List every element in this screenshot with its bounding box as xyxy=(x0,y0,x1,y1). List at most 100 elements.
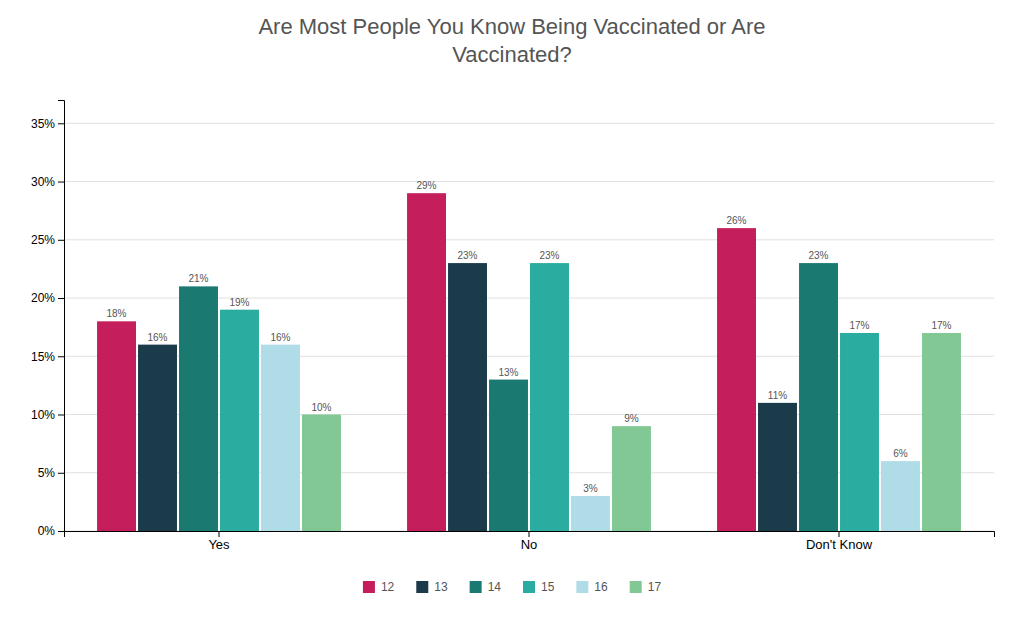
y-tick-mark xyxy=(58,531,64,532)
bar xyxy=(302,415,341,531)
data-label: 3% xyxy=(583,483,598,494)
x-tick-mark xyxy=(839,531,840,537)
bar xyxy=(138,345,177,531)
data-label: 19% xyxy=(229,297,249,308)
legend-item: 16 xyxy=(576,580,608,594)
x-tick: Yes xyxy=(208,531,230,552)
y-tick-label: 5% xyxy=(38,466,56,480)
y-tick: 25% xyxy=(31,233,64,247)
bar xyxy=(261,345,300,531)
data-label: 26% xyxy=(727,215,747,226)
y-tick-mark xyxy=(58,182,64,183)
x-tick-label: No xyxy=(521,537,538,552)
data-label: 16% xyxy=(148,332,168,343)
bar-series xyxy=(179,263,838,531)
title-line: Are Most People You Know Being Vaccinate… xyxy=(258,14,765,39)
y-tick-mark xyxy=(58,356,64,357)
title: Are Most People You Know Being Vaccinate… xyxy=(258,14,765,67)
data-label: 17% xyxy=(931,320,951,331)
y-tick: 20% xyxy=(31,291,64,305)
bar xyxy=(922,333,961,531)
y-tick-mark xyxy=(58,415,64,416)
legend-swatch xyxy=(470,581,482,593)
y-tick: 0% xyxy=(38,524,64,538)
legend-label: 14 xyxy=(488,580,502,594)
data-label: 18% xyxy=(107,308,127,319)
legend-swatch xyxy=(630,581,642,593)
y-tick: 35% xyxy=(31,117,64,131)
bars xyxy=(97,193,961,531)
legend-label: 12 xyxy=(381,580,395,594)
bar xyxy=(530,263,569,531)
bar-series xyxy=(138,263,797,531)
plot: 0% 5% 10% 15% 20% 25% 30% 35% Yes No Don't Know 18%… xyxy=(31,101,995,553)
legend-item: 17 xyxy=(630,580,662,594)
bar xyxy=(489,380,528,531)
x-axis-line xyxy=(65,532,995,538)
x-tick-mark xyxy=(529,531,530,537)
bar xyxy=(97,321,136,531)
grid xyxy=(64,123,994,531)
x-tick-label: Yes xyxy=(208,537,230,552)
bar xyxy=(717,228,756,531)
legend-item: 14 xyxy=(470,580,502,594)
y-axis: 0% 5% 10% 15% 20% 25% 30% 35% xyxy=(31,101,65,539)
bar xyxy=(179,286,218,531)
legend-swatch xyxy=(576,581,588,593)
grid-line xyxy=(64,181,994,182)
bar xyxy=(799,263,838,531)
y-tick-label: 20% xyxy=(31,291,55,305)
data-label: 21% xyxy=(188,273,208,284)
legend-item: 12 xyxy=(363,580,395,594)
legend-label: 16 xyxy=(594,580,608,594)
x-tick: No xyxy=(521,531,538,552)
data-labels: 18%29%26%16%23%11%21%13%23%19%23%17%16%3… xyxy=(107,180,952,494)
bar-series xyxy=(261,345,920,531)
y-tick-mark xyxy=(58,123,64,124)
bar xyxy=(612,426,651,531)
legend-label: 17 xyxy=(648,580,662,594)
bar xyxy=(407,193,446,531)
bar xyxy=(840,333,879,531)
data-label: 29% xyxy=(417,180,437,191)
y-tick-mark xyxy=(58,473,64,474)
legend-item: 13 xyxy=(416,580,448,594)
x-axis: Yes No Don't Know xyxy=(65,531,995,552)
legend-label: 13 xyxy=(434,580,448,594)
legend-swatch xyxy=(523,581,535,593)
legend-item: 15 xyxy=(523,580,555,594)
y-tick-label: 10% xyxy=(31,408,55,422)
data-label: 13% xyxy=(498,367,518,378)
bar-series xyxy=(302,333,961,531)
title-line: Vaccinated? xyxy=(452,42,571,67)
y-tick: 30% xyxy=(31,175,64,189)
x-tick-label: Don't Know xyxy=(806,537,873,552)
y-tick-mark xyxy=(58,298,64,299)
y-tick: 10% xyxy=(31,408,64,422)
x-tick: Don't Know xyxy=(806,531,873,552)
legend-swatch xyxy=(363,581,375,593)
data-label: 9% xyxy=(624,413,639,424)
y-axis-line xyxy=(58,101,65,532)
data-label: 17% xyxy=(849,320,869,331)
grid-line xyxy=(64,123,994,124)
bar-series xyxy=(97,193,756,531)
data-label: 11% xyxy=(768,390,787,401)
y-tick-label: 35% xyxy=(31,117,55,131)
data-label: 23% xyxy=(458,250,478,261)
y-tick: 5% xyxy=(38,466,64,480)
y-tick-mark xyxy=(58,240,64,241)
x-tick-mark xyxy=(219,531,220,537)
legend: 12 13 14 15 16 17 xyxy=(363,580,661,594)
y-tick: 15% xyxy=(31,350,64,364)
grid-line xyxy=(64,239,994,240)
bar xyxy=(448,263,487,531)
chart: 0% 5% 10% 15% 20% 25% 30% 35% Yes No Don't Know 18%… xyxy=(0,0,1024,621)
bar xyxy=(758,403,797,531)
legend-swatch xyxy=(416,581,428,593)
y-tick-label: 0% xyxy=(38,524,56,538)
data-label: 23% xyxy=(539,250,559,261)
y-tick-label: 15% xyxy=(31,350,55,364)
legend-label: 15 xyxy=(541,580,555,594)
y-tick-label: 30% xyxy=(31,175,55,189)
